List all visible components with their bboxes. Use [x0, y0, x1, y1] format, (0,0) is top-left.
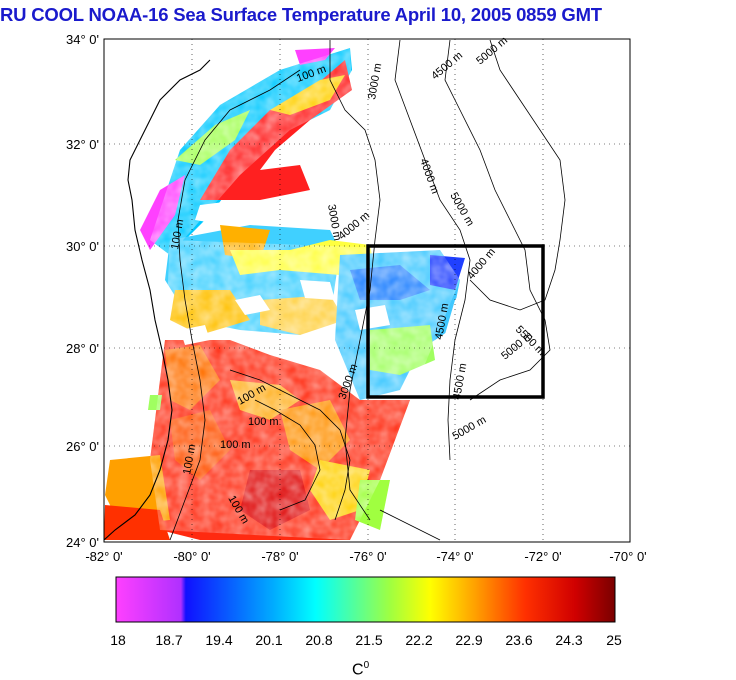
lat-tick-label: 24° 0' — [66, 535, 99, 550]
lat-tick-label: 28° 0' — [66, 341, 99, 356]
contour-label: 100 m — [181, 443, 198, 475]
colorbar-tick: 21.5 — [355, 632, 383, 648]
map-title: RU COOL NOAA-16 Sea Surface Temperature … — [0, 4, 602, 25]
lon-tick-label: -78° 0' — [261, 549, 298, 564]
contours — [104, 39, 566, 541]
lat-tick-label: 34° 0' — [66, 32, 99, 47]
study-area-box — [366, 244, 545, 399]
contour-label: 5000 m — [447, 191, 476, 229]
colorbar-tick: 23.6 — [505, 632, 533, 648]
colorbar-tick: 20.1 — [255, 632, 283, 648]
colorbar-tick: 19.4 — [205, 632, 233, 648]
contour-label: 4500 m — [429, 50, 465, 83]
contour-label: 3000 m — [366, 62, 384, 100]
lon-axis: -82° 0' -80° 0' -78° 0' -76° 0' -74° 0' … — [85, 549, 646, 564]
colorbar-tick: 22.9 — [455, 632, 483, 648]
lat-axis: 34° 0' 32° 0' 30° 0' 28° 0' 26° 0' 24° 0… — [66, 32, 99, 550]
contour-label: 100 m — [248, 416, 279, 428]
lat-tick-label: 26° 0' — [66, 439, 99, 454]
colorbar-tick: 18.7 — [155, 632, 183, 648]
lat-tick-label: 32° 0' — [66, 137, 99, 152]
plot-frame — [103, 38, 631, 543]
colorbar-tick: 20.8 — [305, 632, 333, 648]
colorbar — [115, 576, 616, 623]
colorbar-tick: 22.2 — [405, 632, 433, 648]
lon-tick-label: -74° 0' — [436, 549, 473, 564]
sst-imagery — [104, 48, 630, 540]
lon-tick-label: -72° 0' — [524, 549, 561, 564]
contour-label: 100 m — [220, 439, 251, 451]
colorbar-tick: 18 — [110, 632, 126, 648]
contour-label: 100 m — [169, 218, 186, 250]
lon-tick-label: -70° 0' — [609, 549, 646, 564]
contour-label: 4000 m — [417, 157, 441, 196]
lon-tick-label: -76° 0' — [349, 549, 386, 564]
lat-tick-label: 30° 0' — [66, 239, 99, 254]
lon-tick-label: -80° 0' — [173, 549, 210, 564]
lon-tick-label: -82° 0' — [85, 549, 122, 564]
colorbar-tick: 24.3 — [555, 632, 583, 648]
colorbar-tick: 25 — [606, 632, 622, 648]
colorbar-unit: C0 — [352, 660, 370, 679]
